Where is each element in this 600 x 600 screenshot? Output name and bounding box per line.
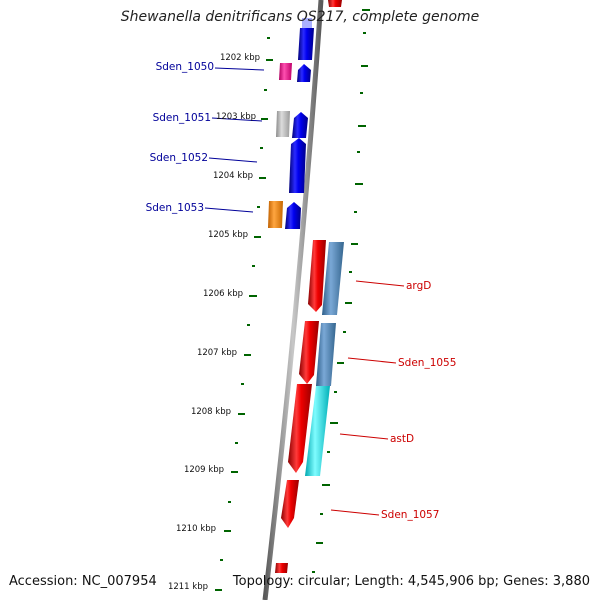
gene-arrow (288, 384, 312, 473)
leader-line (355, 280, 405, 287)
gene-arrow (289, 138, 306, 193)
genome-backbone (262, 0, 324, 600)
accession-text: Accession: NC_007954 (9, 574, 157, 589)
leader-line (330, 509, 380, 516)
gene-label-sden-1053: Sden_1053 (146, 202, 204, 214)
gene-label-astd: astD (390, 433, 414, 445)
gene-block (279, 63, 292, 80)
leader-line (211, 117, 263, 122)
kbp-label: 1211 kbp (168, 582, 208, 592)
kbp-label: 1204 kbp (213, 171, 253, 181)
kbp-label: 1207 kbp (197, 348, 237, 358)
leader-line (208, 157, 258, 163)
kbp-label: 1206 kbp (203, 289, 243, 299)
gene-block (275, 563, 288, 573)
kbp-label: 1202 kbp (220, 53, 260, 63)
inner-strand-genes (268, 63, 292, 228)
gene-arrow (292, 112, 308, 138)
gene-label-sden-1052: Sden_1052 (150, 152, 208, 164)
gene-block (328, 0, 342, 7)
map-title: Shewanella denitrificans OS217, complete… (120, 9, 480, 25)
leader-lines (204, 67, 405, 516)
leader-line (204, 207, 254, 213)
kbp-label: 1208 kbp (191, 407, 231, 417)
reverse-strand-genes (275, 240, 326, 573)
gene-block (268, 201, 283, 228)
outer-tick-ring (312, 9, 370, 573)
gene-block (276, 111, 290, 137)
feature-block (305, 386, 330, 476)
feature-track (305, 242, 344, 476)
gene-arrow (308, 240, 326, 312)
kbp-label: 1209 kbp (184, 465, 224, 475)
inner-tick-ring (215, 37, 273, 591)
gene-labels: Sden_1050 Sden_1051 Sden_1052 Sden_1053 … (146, 61, 457, 521)
leader-line (347, 357, 397, 364)
gene-block (298, 28, 314, 60)
kbp-label: 1203 kbp (216, 112, 256, 122)
leader-line (339, 433, 389, 440)
gene-arrow (281, 480, 299, 528)
gene-arrow (299, 321, 319, 384)
gene-label-sden-1051: Sden_1051 (153, 112, 211, 124)
gene-label-sden-1055: Sden_1055 (398, 357, 456, 369)
kbp-label: 1210 kbp (176, 524, 216, 534)
gene-label-sden-1057: Sden_1057 (381, 509, 439, 521)
forward-strand-genes (285, 0, 342, 229)
feature-block (316, 323, 336, 386)
kbp-labels: 1202 kbp 1203 kbp 1204 kbp 1205 kbp 1206… (168, 53, 260, 592)
feature-block (322, 242, 344, 315)
gene-label-argd: argD (406, 280, 431, 292)
kbp-label: 1205 kbp (208, 230, 248, 240)
gene-arrow (285, 202, 301, 229)
gene-block (302, 18, 312, 28)
leader-line (214, 67, 265, 71)
gene-arrow (297, 64, 311, 82)
topology-text: Topology: circular; Length: 4,545,906 bp… (232, 574, 590, 589)
gene-label-sden-1050: Sden_1050 (156, 61, 214, 73)
